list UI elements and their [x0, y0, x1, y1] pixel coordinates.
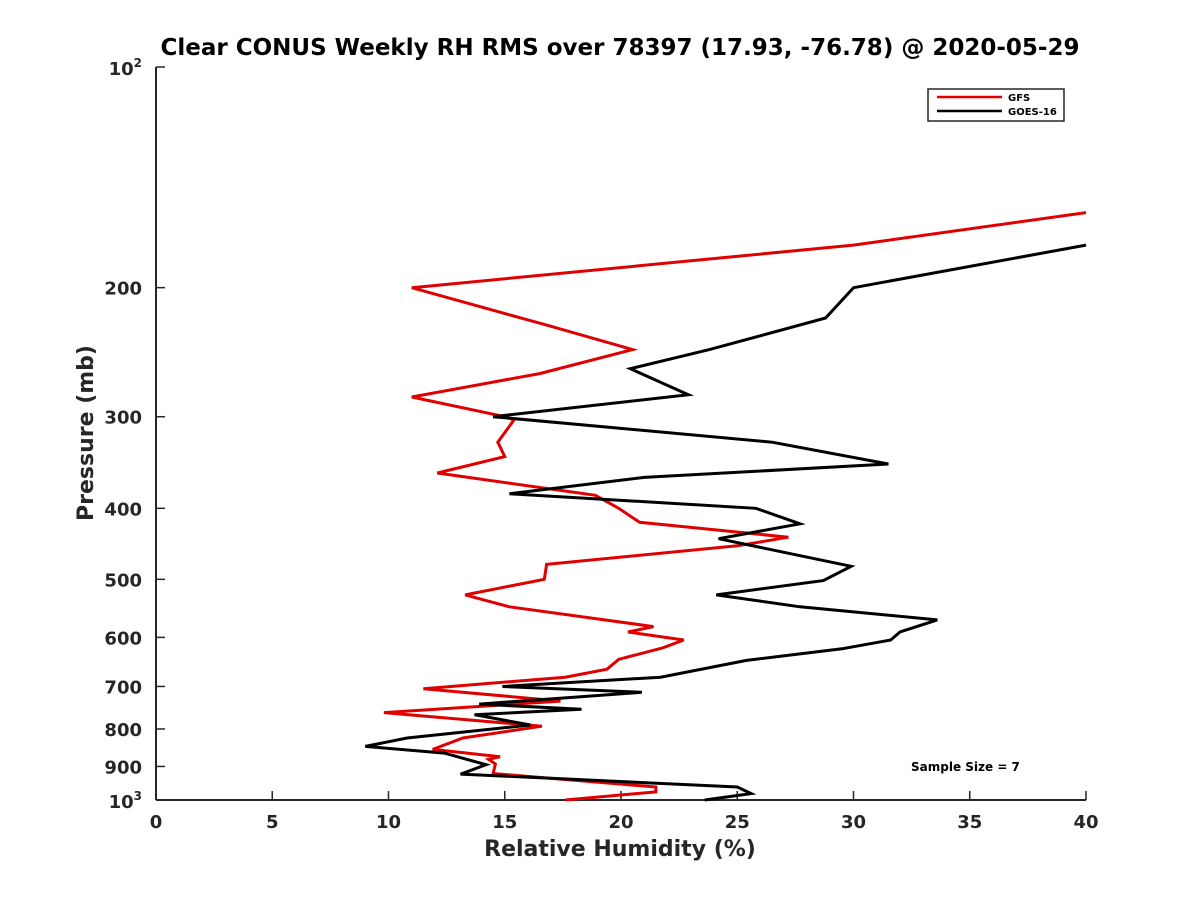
x-tick-label: 10: [376, 812, 401, 833]
y-tick-label: 400: [104, 499, 142, 520]
y-tick-label: 800: [104, 720, 142, 741]
x-ticks: 0 5 10 15 20 25 30 35 40: [150, 791, 1099, 833]
y-ticks: 200 300 400 500 600 700 800 900: [104, 66, 165, 801]
x-tick-label: 15: [492, 812, 517, 833]
y-axis-label: Pressure (mb): [74, 345, 99, 521]
y-top-tick-base: 10: [109, 59, 134, 80]
x-tick-label: 5: [266, 812, 279, 833]
y-tick-label: 700: [104, 677, 142, 698]
y-tick-label: 200: [104, 279, 142, 300]
y-tick-label: 500: [104, 570, 142, 591]
x-tick-label: 25: [725, 812, 750, 833]
sample-size-annotation: Sample Size = 7: [911, 760, 1020, 774]
legend-label-gfs: GFS: [1008, 93, 1030, 104]
y-tick-label: 600: [104, 628, 142, 649]
legend: GFS GOES-16: [927, 88, 1065, 122]
series-line-gfs: [383, 211, 1087, 802]
plot-area: 0 5 10 15 20 25 30 35 40 200 300 400 500 600 700 800 90…: [104, 66, 1099, 833]
y-tick-label: 900: [104, 757, 142, 778]
y-top-tick-label: 102: [109, 56, 142, 80]
x-tick-label: 0: [150, 812, 163, 833]
x-tick-label: 30: [841, 812, 866, 833]
x-axis-label: Relative Humidity (%): [484, 837, 756, 862]
y-bottom-tick-base: 10: [109, 792, 134, 813]
legend-label-goes16: GOES-16: [1008, 107, 1057, 118]
y-bottom-tick-exp: 3: [134, 789, 142, 803]
y-top-tick-exp: 2: [134, 56, 142, 70]
x-tick-label: 40: [1073, 812, 1098, 833]
y-tick-label: 300: [104, 408, 142, 429]
x-tick-label: 35: [957, 812, 982, 833]
series-line-goes16: [365, 243, 1087, 802]
chart-title: Clear CONUS Weekly RH RMS over 78397 (17…: [161, 35, 1080, 61]
series-layer: [365, 211, 1087, 802]
y-bottom-tick-label: 103: [109, 789, 142, 813]
x-tick-label: 20: [608, 812, 633, 833]
legend-box: [927, 88, 1065, 122]
